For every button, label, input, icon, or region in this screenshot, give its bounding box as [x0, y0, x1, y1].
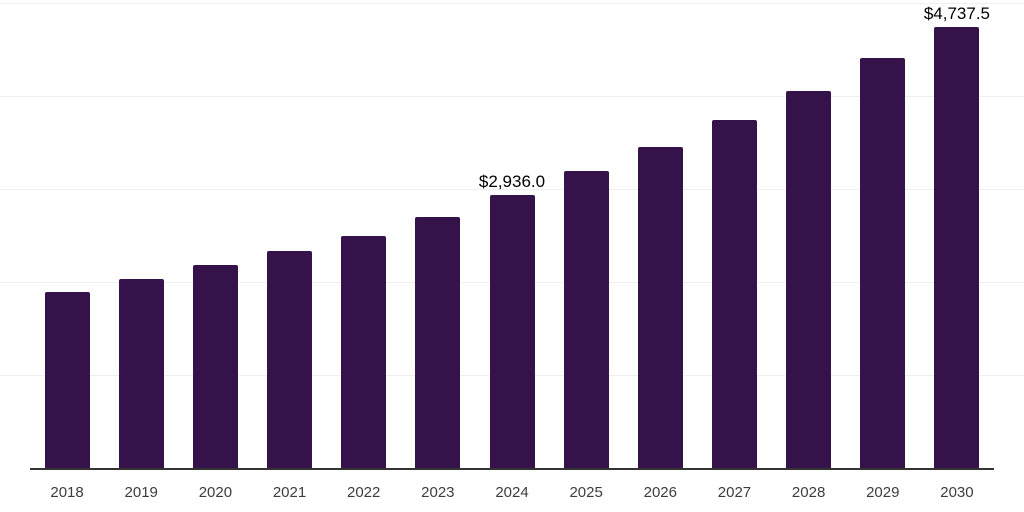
bar-2028	[786, 90, 832, 468]
gridline	[0, 188, 1024, 190]
bar-2029	[860, 57, 906, 468]
bar-2025	[563, 171, 609, 468]
bar-2023	[415, 216, 461, 468]
x-tick-label-2020: 2020	[198, 484, 233, 501]
x-axis-line	[30, 468, 994, 470]
bar-2026	[637, 147, 683, 468]
x-tick-label-2018: 2018	[50, 484, 84, 501]
x-tick-label-2028: 2028	[791, 484, 826, 501]
x-tick-label-2021: 2021	[272, 484, 307, 501]
bar-2019	[118, 279, 164, 468]
x-tick-label-2029: 2029	[866, 484, 900, 501]
bar-2022	[341, 236, 387, 468]
gridline	[0, 95, 1024, 97]
bar-2020	[192, 264, 238, 468]
x-tick-label-2024: 2024	[495, 484, 529, 501]
x-tick-label-2026: 2026	[643, 484, 677, 501]
x-tick-label-2030: 2030	[940, 484, 974, 501]
bar-value-label-2024: $2,936.0	[478, 171, 546, 191]
gridline	[0, 2, 1024, 4]
bar-2027	[711, 119, 757, 468]
x-tick-label-2027: 2027	[717, 484, 752, 501]
x-tick-label-2023: 2023	[421, 484, 455, 501]
x-tick-label-2025: 2025	[569, 484, 603, 501]
bar-2030	[934, 27, 980, 468]
bar-2021	[267, 251, 313, 468]
bar-2018	[44, 291, 90, 468]
x-tick-label-2019: 2019	[124, 484, 158, 501]
x-tick-label-2022: 2022	[347, 484, 381, 501]
bar-value-label-2030: $4,737.5	[923, 4, 991, 24]
bar-2024	[489, 194, 535, 468]
